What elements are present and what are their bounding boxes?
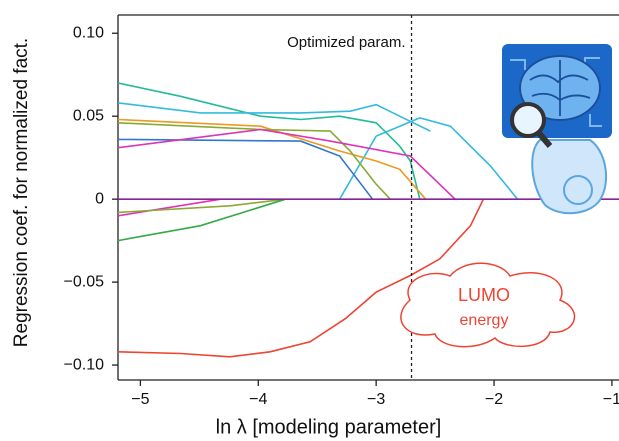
series-line xyxy=(117,198,286,242)
series-line xyxy=(117,198,221,217)
y-tick-label: 0.05 xyxy=(73,107,104,124)
x-tick-label: −1 xyxy=(603,391,619,408)
series-line xyxy=(117,122,391,200)
series-line xyxy=(117,128,456,200)
series-line xyxy=(338,117,519,200)
series-line xyxy=(117,138,374,200)
brain-icon xyxy=(502,44,612,215)
x-axis-label: ln λ [modeling parameter] xyxy=(216,416,442,438)
series-line xyxy=(117,198,485,358)
x-tick-label: −4 xyxy=(249,391,267,408)
y-tick-label: 0 xyxy=(95,190,104,207)
callout-cloud xyxy=(400,262,576,348)
x-tick-label: −3 xyxy=(367,391,385,408)
series-line xyxy=(117,102,431,132)
y-tick-label: 0.10 xyxy=(73,24,104,41)
y-axis-label: Regression coef. for normalized fact. xyxy=(11,38,32,347)
callout-text: LUMO xyxy=(458,285,510,305)
y-tick-label: −0.10 xyxy=(64,356,105,373)
plot-area: 0.10 0.05 0 −0.05 −0.10 −5 −4 −3 −2 −1 ln λ [model… xyxy=(11,14,619,438)
series-line xyxy=(117,198,286,214)
y-tick-label: −0.05 xyxy=(64,273,105,290)
callout-text: energy xyxy=(460,312,509,329)
optimized-label: Optimized param. xyxy=(287,34,405,51)
x-tick-label: −2 xyxy=(485,391,503,408)
x-tick-label: −5 xyxy=(131,391,149,408)
series-line xyxy=(117,118,427,200)
